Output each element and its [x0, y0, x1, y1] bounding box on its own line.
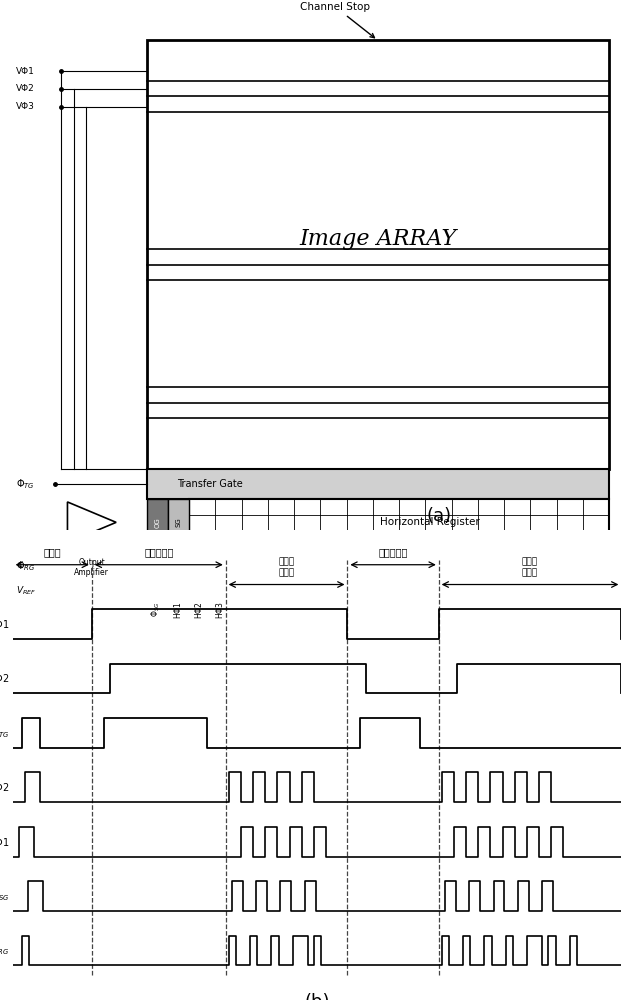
Polygon shape — [67, 502, 116, 543]
Text: H$\Phi$2: H$\Phi$2 — [193, 601, 204, 619]
Text: (a): (a) — [426, 507, 451, 525]
Text: VΦ2: VΦ2 — [16, 84, 34, 93]
Text: 垂直行转移: 垂直行转移 — [378, 547, 408, 557]
Text: VΦ3: VΦ3 — [16, 102, 35, 111]
Text: V$\Phi$2: V$\Phi$2 — [0, 672, 10, 684]
Text: H$\Phi$1: H$\Phi$1 — [0, 836, 10, 848]
Text: 光积分: 光积分 — [44, 547, 61, 557]
Text: $V_{REF}$: $V_{REF}$ — [16, 585, 36, 597]
Text: H$\Phi$3 $\Phi_{SG}$: H$\Phi$3 $\Phi_{SG}$ — [0, 889, 10, 903]
Text: $\Phi_{SG}$: $\Phi_{SG}$ — [150, 601, 162, 617]
Text: Channel Stop: Channel Stop — [301, 2, 375, 38]
Text: $\Phi_{RG}$: $\Phi_{RG}$ — [16, 559, 35, 573]
Text: H$\Phi$1: H$\Phi$1 — [172, 601, 183, 619]
Bar — [168, 499, 189, 545]
Text: V$\Phi$3 $\Phi_{TG}$: V$\Phi$3 $\Phi_{TG}$ — [0, 726, 10, 740]
Text: 水平像
素转移: 水平像 素转移 — [522, 558, 538, 577]
Text: Horizontal Register: Horizontal Register — [380, 517, 479, 527]
Text: OG: OG — [154, 517, 160, 528]
Text: 水平像
素转移: 水平像 素转移 — [278, 558, 295, 577]
Text: VΦ1: VΦ1 — [16, 66, 35, 76]
Text: Image ARRAY: Image ARRAY — [299, 228, 456, 250]
Text: Output
Amplifier: Output Amplifier — [74, 558, 109, 577]
Bar — [146, 499, 168, 545]
Text: 垂直行转移: 垂直行转移 — [144, 547, 174, 557]
Text: (b): (b) — [304, 993, 330, 1000]
Text: Transfer Gate: Transfer Gate — [177, 479, 243, 489]
Text: V$\Phi$1: V$\Phi$1 — [0, 618, 10, 630]
Text: SG: SG — [176, 517, 181, 527]
Text: H$\Phi$2: H$\Phi$2 — [0, 781, 10, 793]
Bar — [189, 499, 609, 545]
Text: $\Phi_{RG}$: $\Phi_{RG}$ — [0, 944, 10, 957]
Bar — [146, 40, 609, 469]
Bar — [146, 469, 609, 499]
Text: H$\Phi$3: H$\Phi$3 — [214, 601, 225, 619]
Text: $\Phi_{TG}$: $\Phi_{TG}$ — [16, 477, 35, 491]
